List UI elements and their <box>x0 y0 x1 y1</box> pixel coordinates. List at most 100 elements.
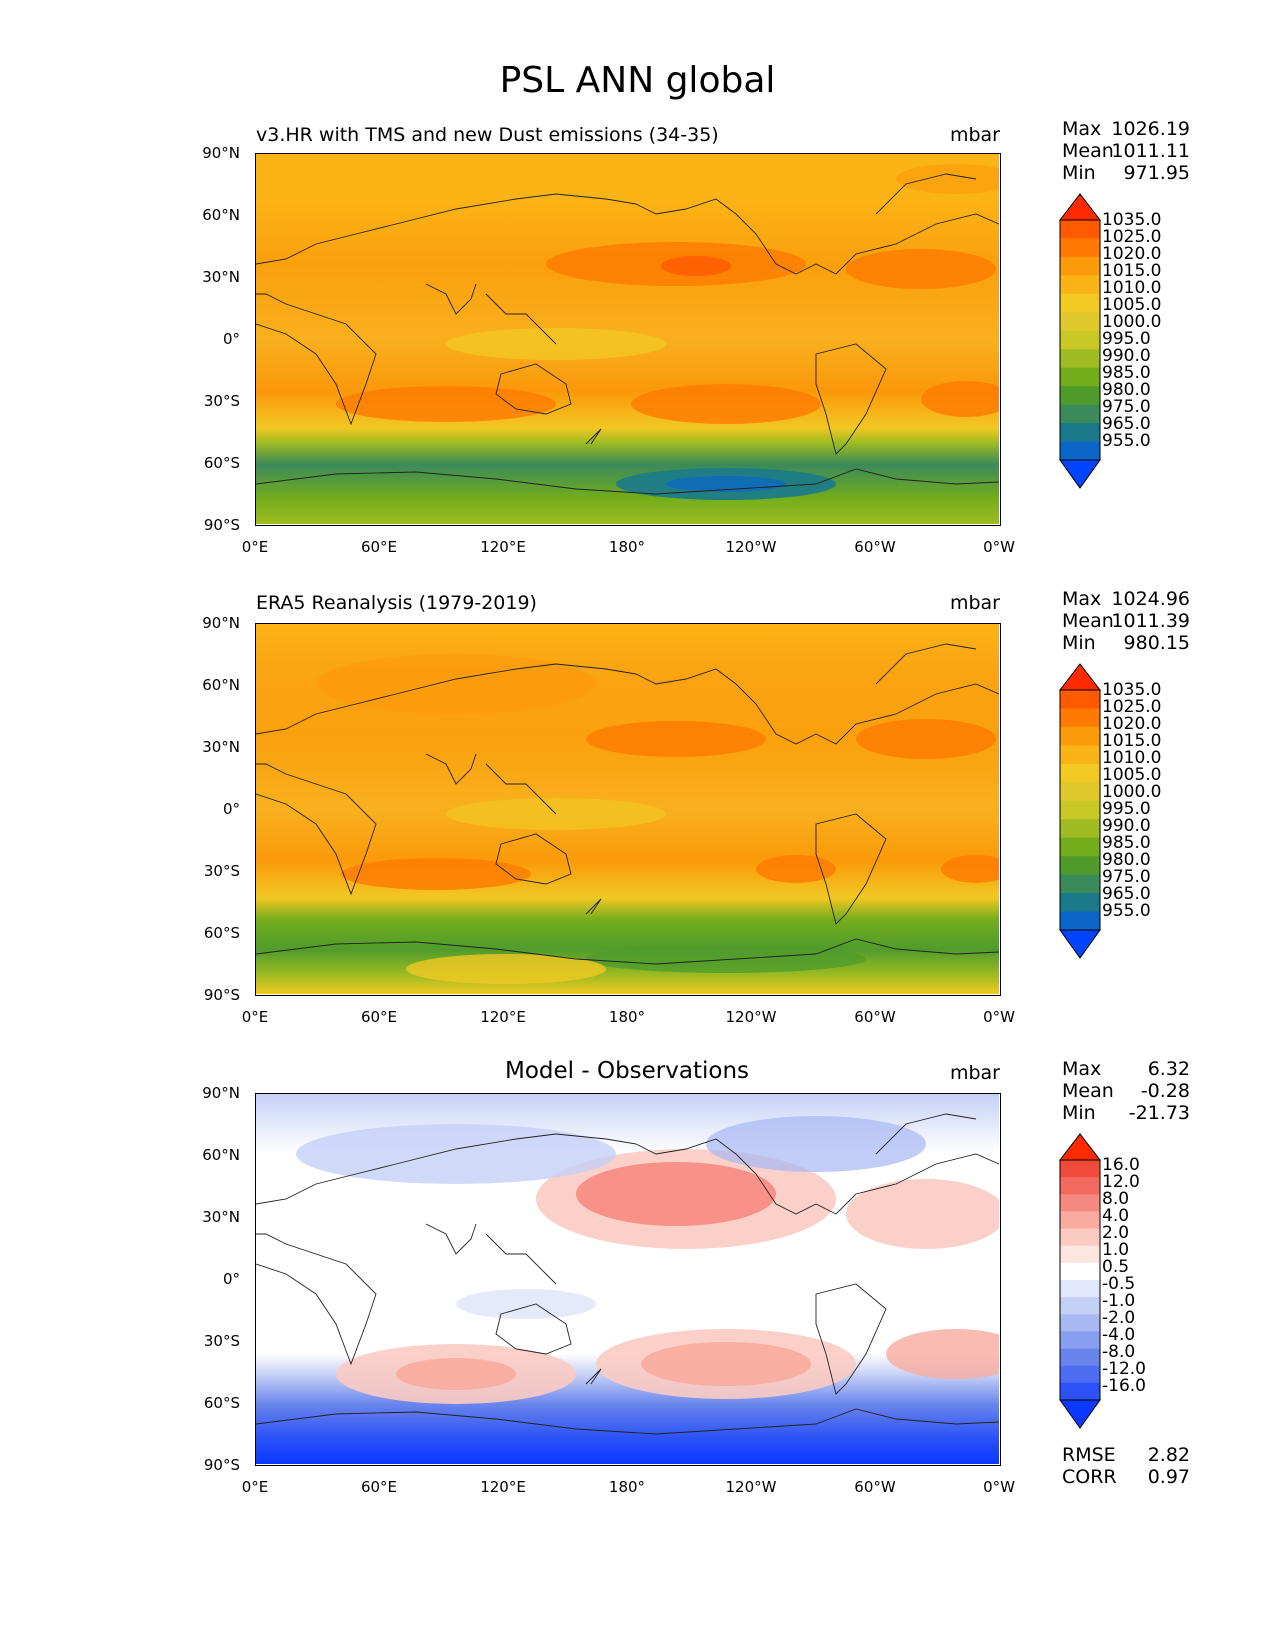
colorbar-extend-top <box>1058 193 1102 221</box>
colorbar-label: 980.0 <box>1102 850 1151 870</box>
stat-mean-label: Mean <box>1062 1080 1114 1102</box>
colorbar-segment <box>1060 819 1100 839</box>
colorbar-label: 995.0 <box>1102 799 1151 819</box>
colorbar-segment <box>1060 349 1100 369</box>
xtick: 0°E <box>241 538 269 556</box>
colorbar-label: 955.0 <box>1102 431 1151 451</box>
ytick: 30°S <box>203 392 240 410</box>
colorbar-segment <box>1060 1297 1100 1315</box>
xtick: 0°W <box>983 538 1015 556</box>
colorbar-label: 1035.0 <box>1102 210 1162 230</box>
xtick: 180° <box>608 538 646 556</box>
colorbar-segment <box>1060 1382 1100 1401</box>
ytick: 30°N <box>202 738 240 756</box>
corr-value: 0.97 <box>1147 1466 1190 1488</box>
colorbar-segment <box>1060 404 1100 424</box>
panel-3-units: mbar <box>949 1062 1000 1084</box>
colorbar-extend-bottom <box>1059 1399 1101 1429</box>
ytick: 30°N <box>202 1208 240 1226</box>
figure-title: PSL ANN global <box>499 60 776 101</box>
ytick: 30°S <box>203 1332 240 1350</box>
ytick: 0° <box>222 330 240 348</box>
coastlines <box>256 643 999 965</box>
colorbar-segment <box>1060 874 1100 894</box>
stat-max-label: Max <box>1062 118 1102 140</box>
colorbar-label: 1000.0 <box>1102 782 1162 802</box>
colorbar-label: 1000.0 <box>1102 312 1162 332</box>
colorbar-extend-top <box>1058 1133 1102 1161</box>
panel-1-map <box>255 153 1001 526</box>
azores-high <box>846 249 996 289</box>
colorbar-segment <box>1060 312 1100 332</box>
colorbar-label: 16.0 <box>1102 1155 1140 1175</box>
colorbar-outline <box>1059 1159 1101 1401</box>
coastlines <box>256 1113 999 1435</box>
colorbar-segment <box>1060 1331 1100 1350</box>
colorbar-label: 965.0 <box>1102 884 1151 904</box>
ytick: 30°S <box>203 862 240 880</box>
stat-mean-value: 1011.11 <box>1111 140 1190 162</box>
xtick: 0°E <box>241 1008 269 1026</box>
panel-3-colorbar <box>1058 1132 1106 1432</box>
stat-min-label: Min <box>1062 1102 1096 1124</box>
xtick: 120°W <box>725 538 777 556</box>
colorbar-segment <box>1060 893 1100 913</box>
colorbar-segment <box>1060 1365 1100 1384</box>
panel-1-colorbar-labels: 1035.0 1025.0 1020.0 1015.0 1010.0 1005.… <box>1102 212 1182 450</box>
colorbar-label: 1020.0 <box>1102 244 1162 264</box>
colorbar-label: 8.0 <box>1102 1189 1130 1209</box>
ytick: 60°S <box>203 454 240 472</box>
colorbar-label: 975.0 <box>1102 397 1151 417</box>
colorbar-label: 980.0 <box>1102 380 1151 400</box>
corr-label: CORR <box>1062 1466 1117 1488</box>
colorbar-label: 1005.0 <box>1102 295 1162 315</box>
stat-min-value: -21.73 <box>1128 1102 1190 1124</box>
ytick: 90°S <box>203 986 240 1004</box>
colorbar-segment <box>1060 782 1100 802</box>
colorbar-segment <box>1060 367 1100 387</box>
stat-max-value: 1024.96 <box>1111 588 1190 610</box>
colorbar-label: 1035.0 <box>1102 680 1162 700</box>
colorbar-segment <box>1060 837 1100 857</box>
colorbar-segment <box>1060 1228 1100 1247</box>
stat-max-value: 1026.19 <box>1111 118 1190 140</box>
stat-mean-label: Mean <box>1062 140 1114 162</box>
coastlines <box>256 173 999 495</box>
panel-3-map <box>255 1093 1001 1466</box>
colorbar-segment <box>1060 1177 1100 1195</box>
panel-1-colorbar <box>1058 192 1106 492</box>
ytick: 0° <box>222 1270 240 1288</box>
xtick: 60°W <box>854 538 896 556</box>
xtick: 60°W <box>854 1008 896 1026</box>
colorbar-label: 1005.0 <box>1102 765 1162 785</box>
xtick: 60°E <box>360 1008 398 1026</box>
xtick: 0°W <box>983 1008 1015 1026</box>
colorbar-label: 1010.0 <box>1102 748 1162 768</box>
ytick: 90°S <box>203 516 240 534</box>
colorbar-segment <box>1060 1348 1100 1367</box>
ytick: 30°N <box>202 268 240 286</box>
panel-3-colorbar-labels: 16.0 12.0 8.0 4.0 2.0 1.0 0.5 -0.5 -1.0 … <box>1102 1157 1182 1395</box>
ytick: 90°N <box>202 614 240 632</box>
colorbar-segment <box>1060 220 1100 239</box>
colorbar-label: 4.0 <box>1102 1206 1130 1226</box>
panel-3-field <box>256 1094 999 1464</box>
colorbar-outline <box>1059 689 1101 931</box>
rmse-label: RMSE <box>1062 1444 1116 1466</box>
panel-3-title: Model - Observations <box>504 1058 749 1084</box>
colorbar-segment <box>1060 238 1100 258</box>
xtick: 0°E <box>241 1478 269 1496</box>
colorbar-label: 1015.0 <box>1102 731 1162 751</box>
xtick: 120°E <box>480 1478 526 1496</box>
ytick: 90°N <box>202 1084 240 1102</box>
panel-1-units: mbar <box>949 124 1000 146</box>
colorbar-label: -4.0 <box>1102 1325 1136 1345</box>
stat-min-label: Min <box>1062 632 1096 654</box>
colorbar-segment <box>1060 275 1100 295</box>
colorbar-label: 12.0 <box>1102 1172 1140 1192</box>
colorbar-extend-bottom <box>1059 929 1101 959</box>
colorbar-label: 1020.0 <box>1102 714 1162 734</box>
colorbar-label: 1.0 <box>1102 1240 1130 1260</box>
panel-2-map <box>255 623 1001 996</box>
stat-min-value: 971.95 <box>1123 162 1190 184</box>
